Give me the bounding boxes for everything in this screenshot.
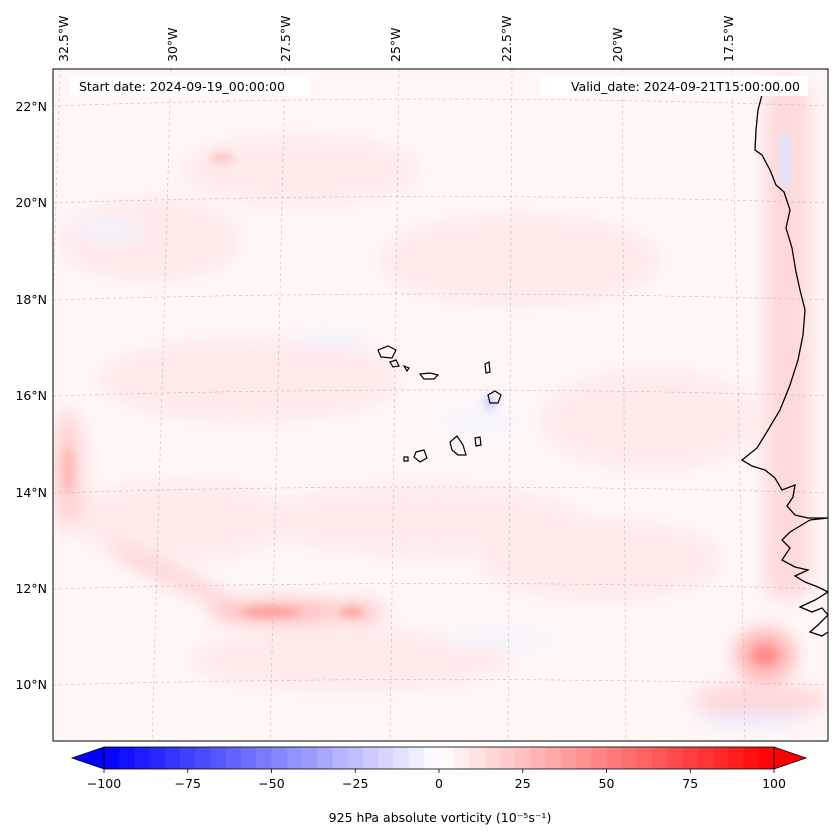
colorbar-level (682, 747, 699, 769)
colorbar-level (423, 747, 440, 769)
colorbar-level (195, 747, 212, 769)
colorbar-level (180, 747, 196, 769)
colorbar-level (301, 747, 318, 769)
colorbar-level (332, 747, 349, 769)
colorbar-level (393, 747, 410, 769)
latitude-label: 20°N (15, 195, 47, 210)
colorbar-level (408, 747, 425, 769)
vorticity-field (53, 80, 828, 724)
colorbar-level (621, 747, 638, 769)
valid-date-box (540, 76, 808, 96)
latitude-label: 18°N (15, 292, 47, 307)
colorbar-level (652, 747, 668, 769)
colorbar-max-extend (773, 746, 808, 770)
colorbar-level (164, 747, 181, 769)
longitude-label: 30°W (165, 27, 180, 62)
colorbar-level (560, 747, 577, 769)
colorbar-level (362, 747, 379, 769)
latitude-label: 10°N (15, 677, 47, 692)
colorbar-level (667, 747, 684, 769)
colorbar-level (286, 747, 303, 769)
colorbar-level (758, 747, 775, 769)
colorbar-level (271, 747, 288, 769)
longitude-label: 17.5°W (721, 16, 736, 62)
longitude-label: 25°W (388, 27, 403, 62)
colorbar-level (591, 747, 607, 769)
colorbar-level (225, 747, 242, 769)
african-coastline (740, 78, 828, 637)
colorbar-level (439, 747, 455, 769)
colorbar-tick-label: −25 (342, 776, 368, 791)
start-date-box (70, 76, 310, 96)
colorbar-tick-label: 75 (682, 776, 698, 791)
colorbar-level (576, 747, 592, 769)
longitude-label: 22.5°W (499, 16, 514, 62)
latitude-label: 12°N (15, 581, 47, 596)
colorbar-level (149, 747, 166, 769)
longitude-label: 32.5°W (56, 16, 71, 62)
colorbar-level (515, 747, 531, 769)
colorbar-tick-label: −100 (87, 776, 121, 791)
colorbar-level (454, 747, 470, 769)
colorbar-level (317, 747, 333, 769)
longitude-label: 27.5°W (278, 16, 293, 62)
colorbar-level (256, 747, 272, 769)
colorbar-tick-label: 25 (515, 776, 531, 791)
colorbar-level (530, 747, 547, 769)
colorbar-level (606, 747, 623, 769)
colorbar-level (697, 747, 714, 769)
colorbar-level (545, 747, 562, 769)
latitude-label: 14°N (15, 485, 47, 500)
colorbar-level (728, 747, 745, 769)
latitude-label: 22°N (15, 99, 47, 114)
colorbar-tick-label: 0 (435, 776, 443, 791)
colorbar-level (134, 747, 151, 769)
valid-date-text: Valid_date: 2024-09-21T15:00:00.00 (571, 79, 800, 94)
latitude-axis: 22°N 20°N 18°N 16°N 14°N 12°N 10°N (15, 99, 47, 692)
longitude-axis: 32.5°W 30°W 27.5°W 25°W 22.5°W 20°W 17.5°W (56, 16, 736, 62)
colorbar-level (210, 747, 227, 769)
map-frame (52, 68, 829, 742)
colorbar: −100 −75 −50 −25 0 25 50 75 100 (70, 746, 808, 791)
colorbar-level (241, 747, 257, 769)
colorbar-level (104, 747, 120, 769)
colorbar-label: 925 hPa absolute vorticity (10⁻⁵s⁻¹) (329, 810, 552, 825)
latitude-label: 16°N (15, 388, 47, 403)
colorbar-level (499, 747, 516, 769)
colorbar-min-extend (70, 746, 105, 770)
vorticity-accents (62, 130, 791, 665)
colorbar-level (469, 747, 486, 769)
start-date-text: Start date: 2024-09-19_00:00:00 (79, 79, 285, 94)
colorbar-level (743, 747, 760, 769)
cape-verde-islands (377, 345, 502, 463)
colorbar-tick-label: −50 (258, 776, 284, 791)
colorbar-level (119, 747, 135, 769)
colorbar-level (378, 747, 394, 769)
colorbar-level (636, 747, 653, 769)
colorbar-level (713, 747, 729, 769)
colorbar-tick-label: −75 (175, 776, 201, 791)
colorbar-level (484, 747, 501, 769)
colorbar-level (347, 747, 364, 769)
map-panel[interactable] (40, 69, 830, 741)
graticule (53, 69, 828, 741)
longitude-label: 20°W (610, 27, 625, 62)
colorbar-tick-label: 50 (599, 776, 615, 791)
colorbar-tick-label: 100 (762, 776, 786, 791)
